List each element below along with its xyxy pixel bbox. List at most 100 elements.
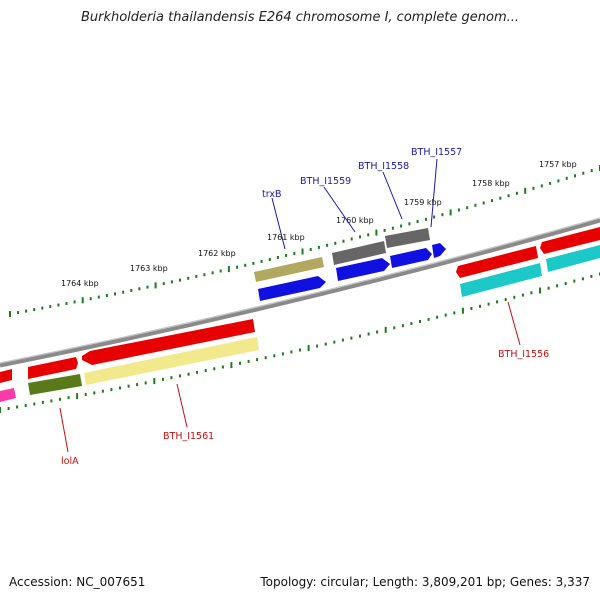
gene-cds-cyan[interactable] [546, 245, 600, 272]
minor-tick-mark [127, 384, 130, 388]
gene-cds-red[interactable] [456, 246, 538, 278]
minor-tick-mark [515, 191, 518, 195]
chromosome-backbone-highlight [0, 217, 600, 364]
minor-tick-mark [285, 254, 288, 257]
minor-tick-mark [383, 228, 386, 232]
tick-label: 1761 kbp [267, 233, 305, 242]
leader-line [176, 383, 188, 428]
major-tick-mark [81, 297, 84, 304]
gene-label[interactable]: lolA [61, 456, 79, 467]
gene-cds-red[interactable] [0, 369, 12, 383]
gene-cds-red[interactable] [540, 227, 600, 254]
minor-tick-mark [236, 265, 239, 269]
minor-tick-mark [204, 369, 207, 373]
gene-label[interactable]: trxB [262, 189, 282, 200]
minor-tick-mark [466, 206, 469, 210]
leader-line [507, 301, 521, 346]
forward-strand-genes [0, 227, 600, 383]
gene-cds-gray[interactable] [385, 228, 430, 248]
gene-label[interactable]: BTH_I1559 [300, 176, 351, 187]
minor-tick-mark [114, 292, 116, 296]
minor-tick-mark [162, 282, 165, 286]
major-tick-mark [227, 266, 230, 273]
secondary-track-genes [0, 243, 600, 402]
minor-tick-mark [342, 239, 345, 243]
gene-cds-pink[interactable] [0, 388, 16, 402]
genome-stats-text: Topology: circular; Length: 3,809,201 bp… [260, 575, 590, 589]
minor-tick-mark [187, 276, 190, 280]
gene-cds-blue[interactable] [432, 243, 446, 258]
tick-label: 1764 kbp [61, 279, 99, 288]
minor-tick-mark [24, 404, 27, 407]
minor-tick-mark [213, 367, 216, 371]
minor-tick-mark [122, 290, 125, 294]
leader-line [430, 158, 438, 228]
gene-cds-darkgreen[interactable] [28, 374, 82, 395]
minor-tick-mark [359, 334, 361, 338]
minor-tick-mark [89, 297, 92, 301]
tick-labels: 1757 kbp 1758 kbp 1759 kbp 1760 kbp 1761… [61, 160, 577, 288]
gene-label[interactable]: BTH_I1561 [163, 431, 214, 442]
minor-tick-mark [281, 352, 284, 356]
minor-tick-mark [324, 342, 327, 346]
minor-tick-mark [161, 377, 164, 381]
gene-cds-blue[interactable] [336, 258, 390, 281]
gene-label-leaders [59, 158, 521, 453]
leader-line [59, 407, 69, 453]
minor-tick-mark [196, 370, 199, 374]
major-tick-mark [154, 282, 157, 289]
minor-tick-mark [221, 365, 224, 369]
gene-cds-red[interactable] [82, 319, 255, 365]
minor-tick-mark [144, 381, 147, 385]
minor-tick-mark [433, 215, 436, 219]
minor-tick-mark [513, 295, 516, 299]
minor-tick-mark [444, 313, 447, 317]
gene-label[interactable]: BTH_I1558 [358, 161, 409, 172]
minor-tick-mark [273, 354, 276, 358]
accession-text: Accession: NC_007651 [9, 575, 146, 589]
minor-tick-mark [59, 397, 61, 401]
minor-tick-mark [416, 220, 419, 223]
gene-cds-cyan[interactable] [460, 263, 542, 297]
minor-tick-mark [170, 280, 173, 284]
minor-tick-mark [491, 199, 493, 203]
minor-tick-mark [33, 308, 36, 312]
gene-cds-blue[interactable] [390, 248, 432, 268]
minor-tick-mark [499, 196, 502, 200]
leader-line [323, 186, 356, 233]
minor-tick-mark [260, 259, 263, 263]
gene-label[interactable]: BTH_I1556 [498, 349, 549, 360]
minor-tick-mark [179, 278, 181, 282]
minor-tick-mark [350, 237, 353, 241]
major-tick-mark [375, 229, 378, 236]
major-tick-mark [461, 307, 464, 314]
minor-tick-mark [299, 348, 301, 352]
minor-tick-mark [119, 386, 121, 390]
tick-label: 1763 kbp [130, 264, 168, 273]
minor-tick-mark [93, 391, 96, 395]
minor-tick-mark [400, 224, 403, 228]
minor-tick-mark [239, 361, 241, 365]
minor-tick-mark [138, 287, 141, 291]
minor-tick-mark [97, 295, 100, 299]
minor-tick-mark [179, 374, 181, 378]
gene-cds-gray[interactable] [332, 241, 386, 265]
gene-cds-blue[interactable] [258, 276, 326, 301]
minor-tick-mark [16, 405, 19, 409]
gene-cds-yellow[interactable] [84, 337, 259, 385]
minor-tick-mark [367, 332, 370, 336]
inner-tick-track [0, 272, 600, 413]
minor-tick-mark [482, 201, 485, 205]
chromosome-backbone [0, 217, 600, 368]
minor-tick-mark [256, 358, 259, 362]
map-title: Burkholderia thailandensis E264 chromoso… [80, 10, 520, 25]
minor-tick-mark [105, 294, 108, 297]
tick-label: 1760 kbp [336, 216, 374, 225]
gene-label[interactable]: BTH_I1557 [411, 147, 462, 158]
minor-tick-mark [33, 402, 36, 406]
gene-cds-olive[interactable] [254, 257, 324, 282]
gene-cds-red[interactable] [28, 357, 78, 379]
minor-tick-mark [333, 340, 336, 344]
